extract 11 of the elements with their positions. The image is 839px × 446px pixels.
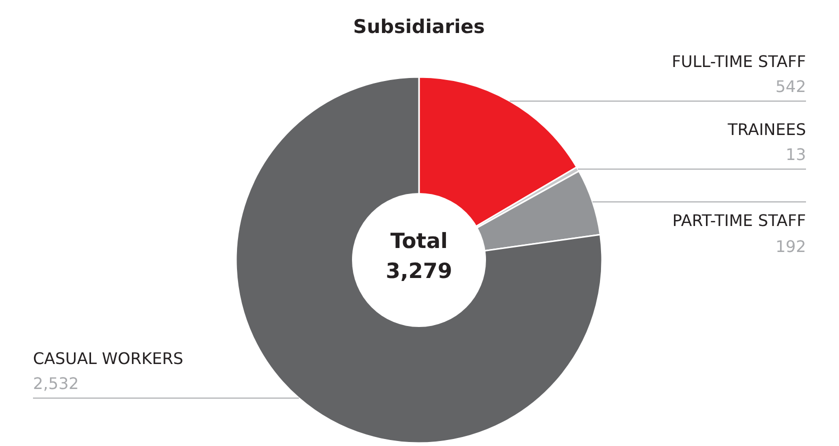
data-label: 542 <box>775 77 806 96</box>
data-label: 2,532 <box>33 374 79 394</box>
slice-label: FULL-TIME STAFF <box>672 52 806 72</box>
slice-label: CASUAL WORKERS <box>33 349 184 368</box>
slice-label: PART-TIME STAFF <box>672 210 806 230</box>
chart-title: Subsidiaries <box>353 16 485 38</box>
text: 3,279 <box>386 259 452 283</box>
data-label: 192 <box>775 236 806 256</box>
slice-label: TRAINEES <box>726 120 806 140</box>
text: Total <box>390 229 448 253</box>
data-label: 13 <box>786 145 806 164</box>
